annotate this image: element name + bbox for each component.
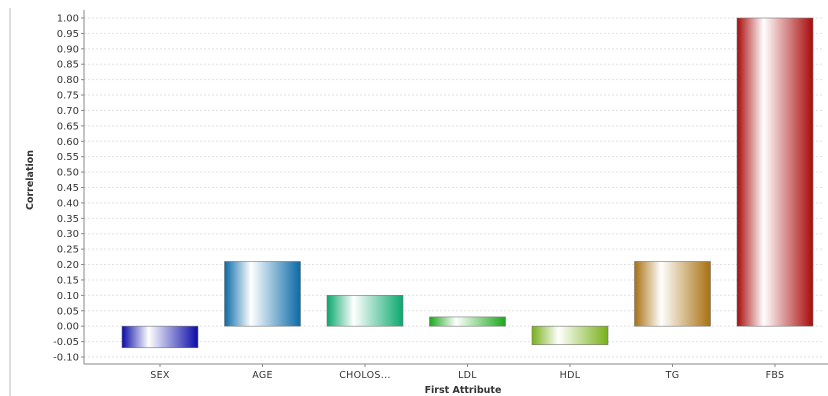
y-tick-label: 0.50 [57, 168, 79, 179]
y-tick-label: -0.10 [53, 353, 79, 364]
bar-cholos [326, 295, 404, 327]
y-tick-label: 0.85 [57, 60, 79, 71]
x-tick-label: TG [665, 370, 680, 381]
x-tick-label: CHOLOS... [339, 370, 390, 381]
x-axis-title: First Attribute [425, 385, 502, 396]
y-tick-label: 0.95 [57, 29, 79, 40]
bar-hdl [531, 325, 609, 345]
x-tick-label: AGE [252, 370, 273, 381]
y-tick-label: 0.45 [57, 183, 79, 194]
y-tick-label: 0.90 [57, 44, 79, 55]
bar-fbs [736, 17, 814, 327]
y-tick-label: 0.30 [57, 229, 79, 240]
y-tick-label: 0.10 [57, 291, 79, 302]
x-tick-label: LDL [458, 370, 477, 381]
y-tick-label: 0.00 [57, 322, 79, 333]
y-tick-label: 0.05 [57, 306, 79, 317]
y-tick-label: 0.40 [57, 198, 79, 209]
y-tick-label: 0.55 [57, 152, 79, 163]
y-tick-label: -0.05 [53, 337, 79, 348]
gridlines [84, 17, 822, 358]
y-tick-label: 0.20 [57, 260, 79, 271]
bars [121, 17, 814, 349]
y-tick-label: 0.60 [57, 137, 79, 148]
y-tick-label: 0.70 [57, 106, 79, 117]
y-tick-label: 1.00 [57, 14, 79, 25]
y-tick-label: 0.35 [57, 214, 79, 225]
y-axis-title: Correlation [25, 150, 36, 210]
y-tick-label: 0.15 [57, 275, 79, 286]
y-tick-label: 0.25 [57, 245, 79, 256]
bar-ldl [429, 316, 506, 327]
bar-sex [121, 325, 199, 349]
y-tick-labels: -0.10 -0.05 0.00 0.05 0.10 0.15 0.20 0.25 0.30 0.… [53, 14, 84, 364]
x-tick-label: SEX [150, 370, 170, 381]
y-tick-label: 0.65 [57, 121, 79, 132]
x-tick-label: HDL [560, 370, 581, 381]
x-tick-labels: SEX AGE CHOLOS... LDL HDL TG FBS [150, 364, 784, 381]
x-tick-label: FBS [766, 370, 785, 381]
bar-age [224, 261, 301, 327]
y-tick-label: 0.80 [57, 75, 79, 86]
bar-tg [634, 261, 711, 327]
y-tick-label: 0.75 [57, 91, 79, 102]
